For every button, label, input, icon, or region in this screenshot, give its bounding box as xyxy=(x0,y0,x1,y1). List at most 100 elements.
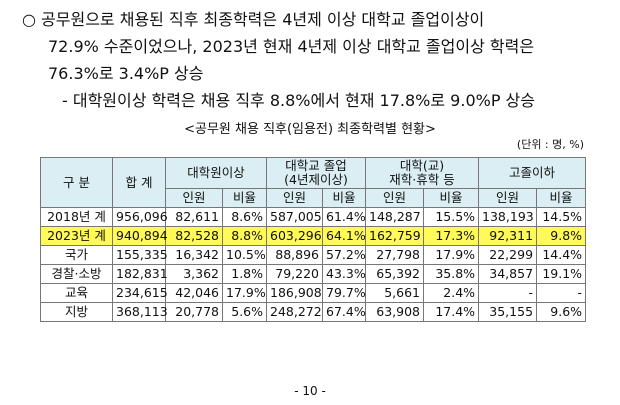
text-line: ○ 공무원으로 채용된 직후 최종학력은 4년제 이상 대학교 졸업이상이 xyxy=(22,10,485,29)
header-text: 고졸이하 xyxy=(509,165,556,180)
table-cell: 64.1% xyxy=(322,226,367,246)
table-row: 국가 155,335 16,342 10.5% 88,896 57.2% 27,798 17.… xyxy=(40,245,587,265)
header-text: 대학원이상 xyxy=(187,165,245,180)
table-cell: 35.8% xyxy=(423,264,480,284)
table-cell: 27,798 xyxy=(365,245,425,265)
table-cell: 43.3% xyxy=(322,264,367,284)
header-cell: 고졸이하 xyxy=(478,157,587,189)
table-cell: 587,005 xyxy=(266,207,324,227)
table-cell: 57.2% xyxy=(322,245,367,265)
header-cell: 비율 xyxy=(322,188,367,208)
header-cell: 비율 xyxy=(536,188,587,208)
table-cell: 19.1% xyxy=(536,264,587,284)
header-text: 재학·휴학 등 xyxy=(389,172,455,187)
table-cell: 67.4% xyxy=(322,302,367,322)
table-row: 교육 234,615 42,046 17.9% 186,908 79.7% 5,661 2.4… xyxy=(40,283,587,303)
header-cell: 인원 xyxy=(365,188,425,208)
table-cell: 8.8% xyxy=(221,226,268,246)
table-cell: 8.6% xyxy=(221,207,268,227)
table-cell: 17.9% xyxy=(221,283,268,303)
table-cell: 17.9% xyxy=(423,245,480,265)
table-cell: 82,528 xyxy=(165,226,223,246)
table-cell: 234,615 xyxy=(112,283,168,303)
table-cell: 16,342 xyxy=(165,245,223,265)
table-cell: 5.6% xyxy=(221,302,268,322)
table-cell: 82,611 xyxy=(165,207,223,227)
header-cell: 대학교 졸업 (4년제이상) xyxy=(266,157,367,189)
table-cell: 3,362 xyxy=(165,264,223,284)
table-cell: 186,908 xyxy=(266,283,324,303)
table-cell: 155,335 xyxy=(112,245,168,265)
header-text: 대학교 졸업 xyxy=(285,158,347,173)
table-row: 2018년 계 956,096 82,611 8.6% 587,005 61.4% 148,… xyxy=(40,207,587,227)
header-cell: 합 계 xyxy=(112,157,166,208)
table-cell: 63,908 xyxy=(365,302,425,322)
table-cell: 1.8% xyxy=(221,264,268,284)
table-cell: 61.4% xyxy=(322,207,367,227)
table-cell: 65,392 xyxy=(365,264,425,284)
header-cell: 구 분 xyxy=(40,157,113,208)
table-cell: 138,193 xyxy=(478,207,538,227)
text-line: 72.9% 수준이었으나, 2023년 현재 4년제 이상 대학교 졸업이상 학… xyxy=(48,37,535,56)
table-cell: 국가 xyxy=(40,245,113,265)
table-cell: 148,287 xyxy=(365,207,425,227)
paragraphs: ○ 공무원으로 채용된 직후 최종학력은 4년제 이상 대학교 졸업이상이 72.… xyxy=(22,6,612,114)
table-cell: 603,296 xyxy=(266,226,324,246)
header-cell: 대학원이상 xyxy=(164,157,268,189)
table-cell: 5,661 xyxy=(365,283,425,303)
table-cell: 42,046 xyxy=(165,283,223,303)
table-cell: 17.3% xyxy=(423,226,480,246)
table-cell: 79,220 xyxy=(266,264,324,284)
table-cell: - xyxy=(536,283,587,303)
table-cell: 15.5% xyxy=(423,207,480,227)
header-text: 구 분 xyxy=(63,174,90,190)
table-cell: 2.4% xyxy=(423,283,480,303)
table-cell: 10.5% xyxy=(221,245,268,265)
paragraph: ○ 공무원으로 채용된 직후 최종학력은 4년제 이상 대학교 졸업이상이 72.… xyxy=(22,6,612,87)
header-text: 합 계 xyxy=(125,174,153,190)
text-line: 76.3%로 3.4%P 상승 xyxy=(48,64,204,83)
table-caption: <공무원 채용 직후(임용전) 최종학력별 현황> xyxy=(184,122,436,137)
header-cell: 인원 xyxy=(165,188,223,208)
table-cell: 940,894 xyxy=(112,226,168,246)
table-cell: 지방 xyxy=(40,302,113,322)
header-cell: 비율 xyxy=(221,188,268,208)
table-cell: 2018년 계 xyxy=(40,207,113,227)
table-unit: (단위 : 명, %) xyxy=(516,138,584,151)
table-cell: 92,311 xyxy=(478,226,538,246)
table-cell: 2023년 계 xyxy=(40,226,113,246)
header-cell: 인원 xyxy=(266,188,324,208)
header-cell: 인원 xyxy=(478,188,538,208)
header-cell: 대학(교) 재학·휴학 등 xyxy=(365,157,480,189)
table-cell: 경찰·소방 xyxy=(40,264,113,284)
table-cell: 162,759 xyxy=(365,226,425,246)
header-cell: 비율 xyxy=(423,188,480,208)
table-cell: 956,096 xyxy=(112,207,168,227)
table-cell: 248,272 xyxy=(266,302,324,322)
table-row: 2023년 계 940,894 82,528 8.8% 603,296 64.1% 162,… xyxy=(40,226,587,246)
table-cell: 9.8% xyxy=(536,226,587,246)
table-cell: 9.6% xyxy=(536,302,587,322)
table-cell: 14.4% xyxy=(536,245,587,265)
table-cell: 88,896 xyxy=(266,245,324,265)
table-cell: 79.7% xyxy=(322,283,367,303)
table-cell: 교육 xyxy=(40,283,113,303)
table-cell: 22,299 xyxy=(478,245,538,265)
header-text: (4년제이상) xyxy=(284,172,348,187)
table-cell: 17.4% xyxy=(423,302,480,322)
header-row: 인원 비율 인원 비율 인원 비율 인원 비율 xyxy=(41,188,587,208)
header-text: 대학(교) xyxy=(399,158,445,173)
page-number: - 10 - xyxy=(294,384,326,398)
text-line: - 대학원이상 학력은 채용 직후 8.8%에서 현재 17.8%로 9.0%P… xyxy=(62,91,536,110)
table-cell: 34,857 xyxy=(478,264,538,284)
table-cell: 20,778 xyxy=(165,302,223,322)
paragraph: - 대학원이상 학력은 채용 직후 8.8%에서 현재 17.8%로 9.0%P… xyxy=(22,87,612,114)
table-cell: 14.5% xyxy=(536,207,587,227)
table-cell: 35,155 xyxy=(478,302,538,322)
table-cell: 182,831 xyxy=(112,264,168,284)
table-cell: 368,113 xyxy=(112,302,168,322)
table-row: 경찰·소방 182,831 3,362 1.8% 79,220 43.3% 65,392 35… xyxy=(40,264,587,284)
